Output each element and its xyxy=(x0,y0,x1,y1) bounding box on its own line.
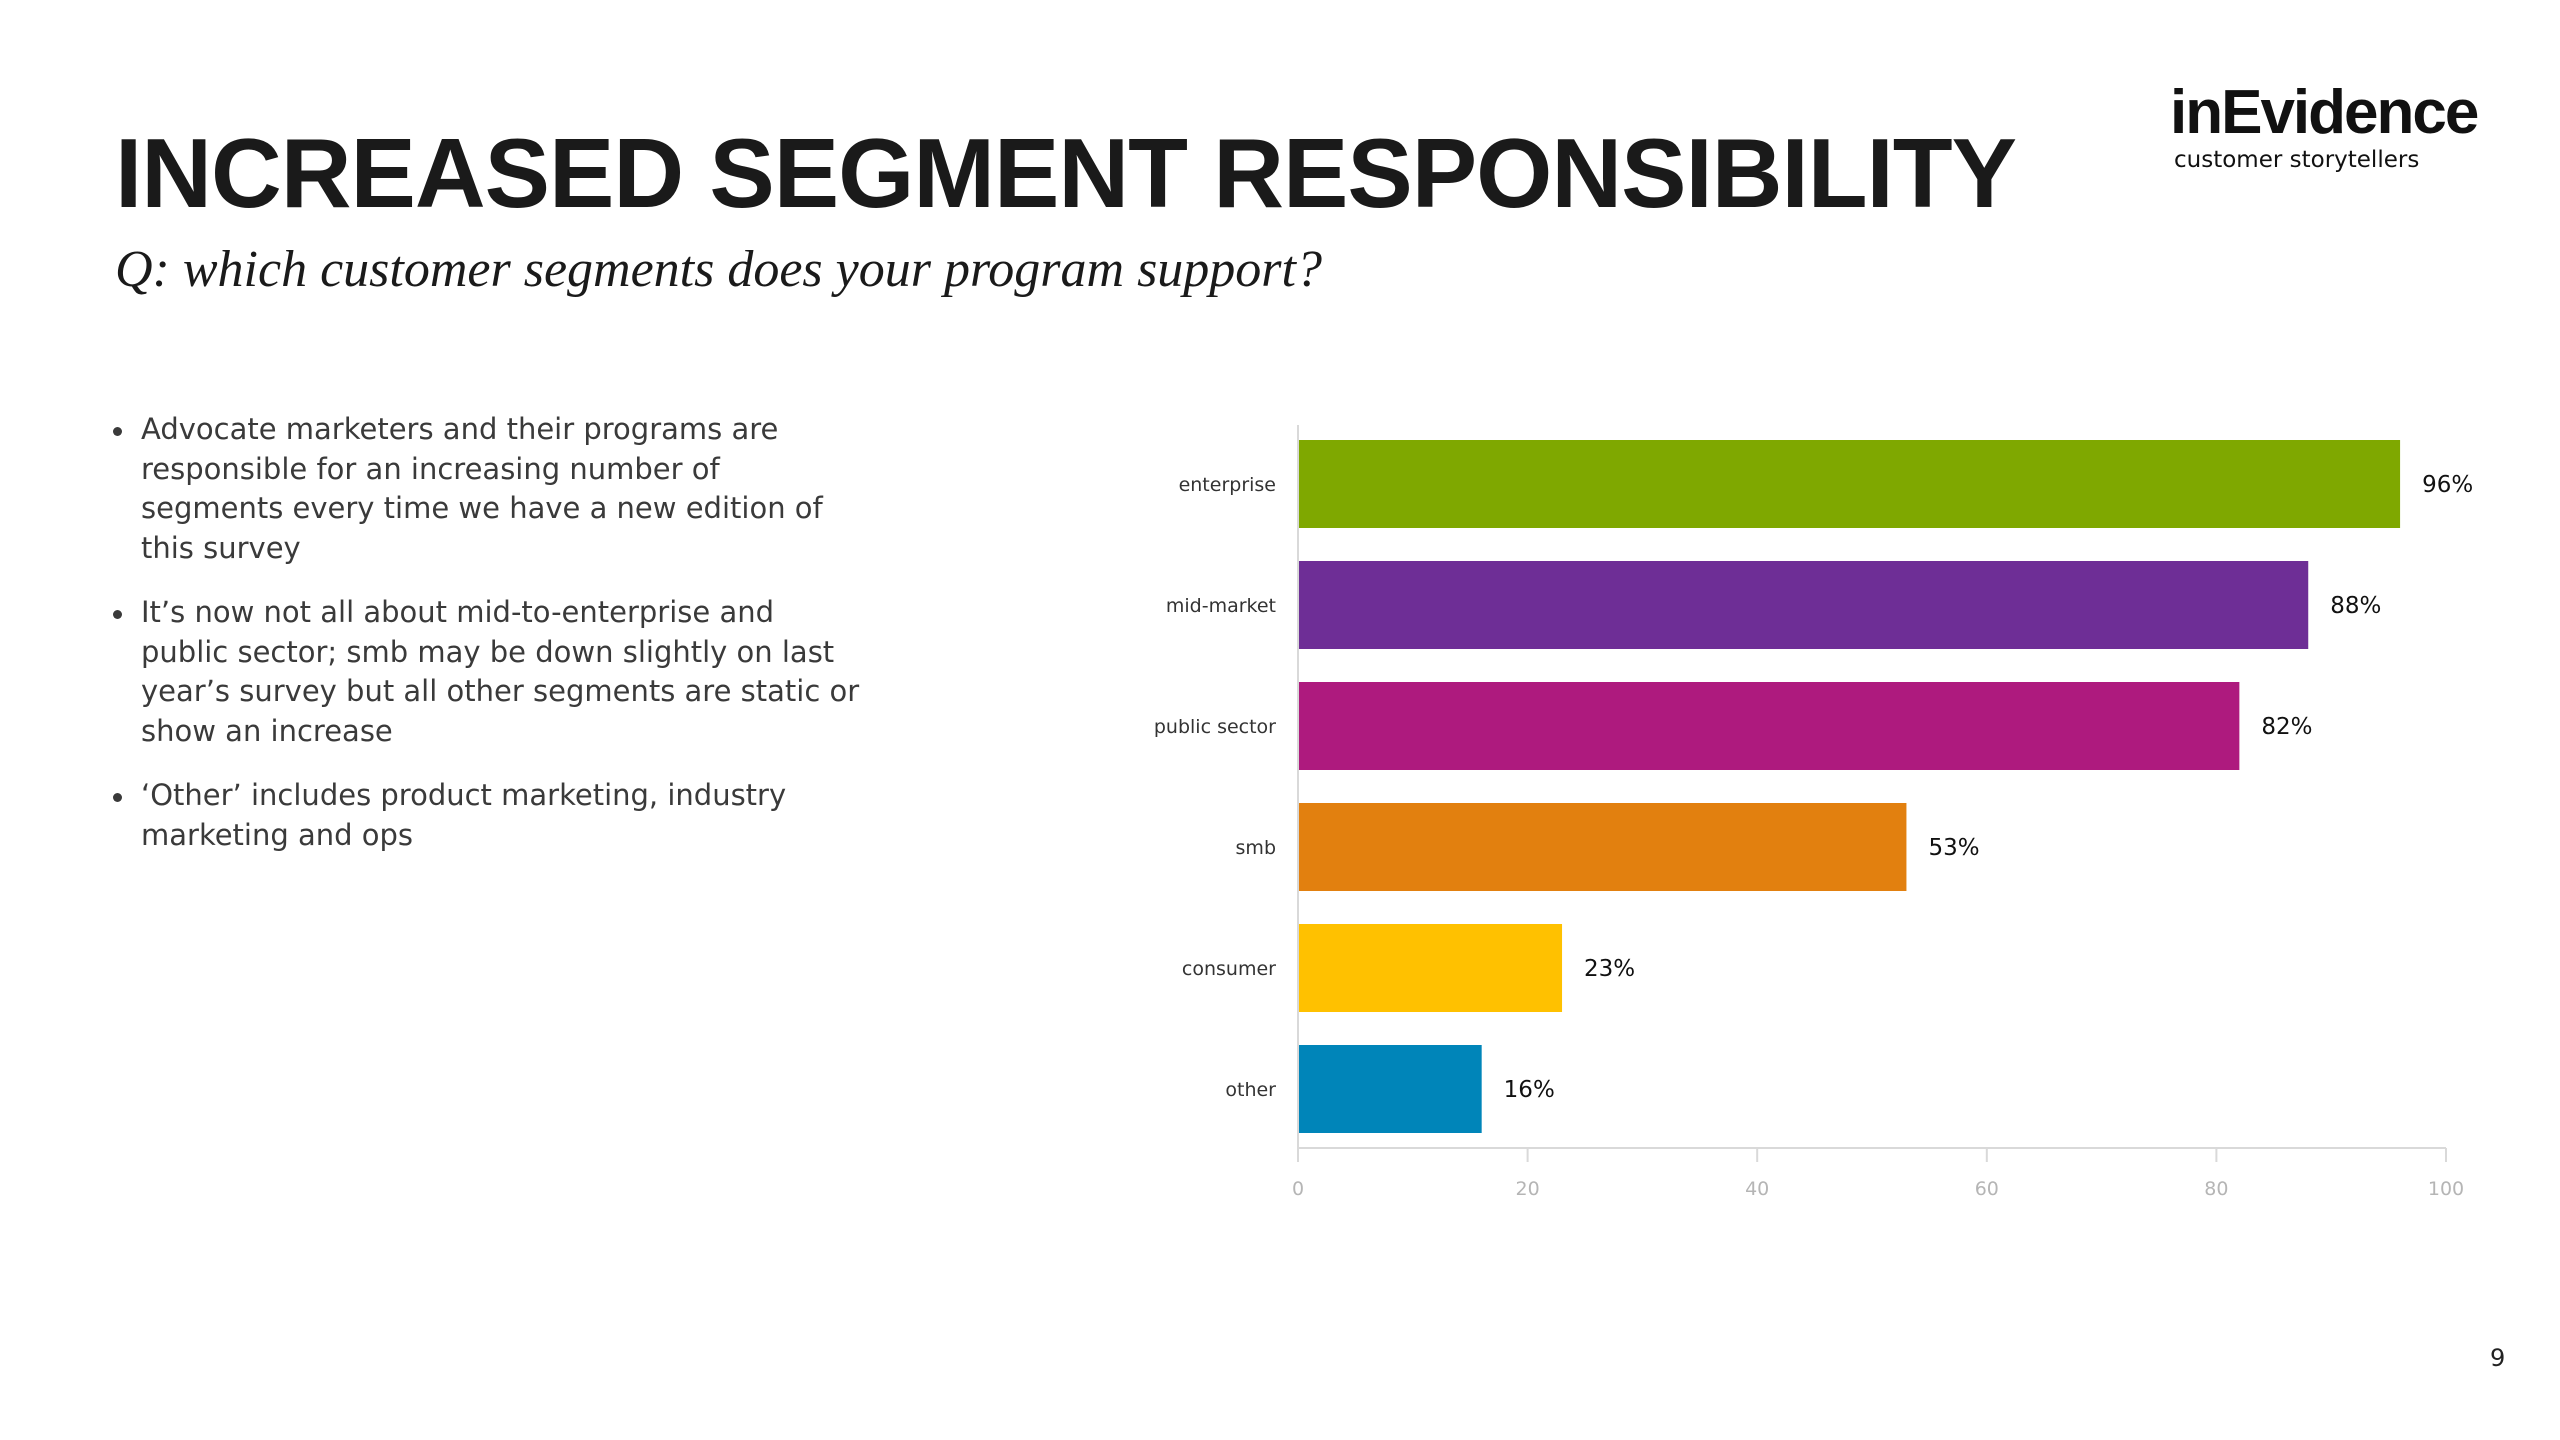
category-label: mid-market xyxy=(1166,595,1276,617)
category-label: public sector xyxy=(1154,716,1276,738)
data-label: 96% xyxy=(2422,472,2473,498)
data-label: 23% xyxy=(1584,956,1635,982)
x-tick-label: 60 xyxy=(1975,1178,1999,1200)
x-tick-label: 80 xyxy=(2204,1178,2228,1200)
logo-name: inEvidence xyxy=(2170,78,2479,147)
bar-mid-market xyxy=(1299,561,2309,649)
bar-other xyxy=(1299,1045,1482,1133)
bar-enterprise xyxy=(1299,440,2401,528)
page-number: 9 xyxy=(2490,1344,2506,1372)
bullet-dot-icon xyxy=(113,427,122,436)
data-label: 16% xyxy=(1504,1077,1555,1103)
category-label: enterprise xyxy=(1179,474,1276,496)
x-tick-label: 20 xyxy=(1516,1178,1540,1200)
bullet-item: ‘Other’ includes product marketing, indu… xyxy=(108,776,868,855)
bullet-dot-icon xyxy=(113,610,122,619)
bar-smb xyxy=(1299,803,1907,891)
bullet-dot-icon xyxy=(113,793,122,802)
category-label: consumer xyxy=(1182,958,1276,980)
bullet-text: Advocate marketers and their programs ar… xyxy=(141,412,823,565)
category-label: other xyxy=(1225,1079,1276,1101)
data-label: 82% xyxy=(2261,714,2312,740)
bullet-list: Advocate marketers and their programs ar… xyxy=(108,410,868,880)
x-tick-label: 0 xyxy=(1292,1178,1304,1200)
x-tick-label: 40 xyxy=(1745,1178,1769,1200)
bullet-item: It’s now not all about mid-to-enterprise… xyxy=(108,593,868,751)
logo-tagline: customer storytellers xyxy=(2174,147,2420,173)
brand-logo: inEvidence customer storytellers xyxy=(2170,78,2479,174)
bar-consumer xyxy=(1299,924,1563,1012)
bar-public-sector xyxy=(1299,682,2240,770)
x-tick-label: 100 xyxy=(2428,1178,2464,1200)
category-label: smb xyxy=(1236,837,1276,859)
data-label: 88% xyxy=(2330,593,2381,619)
data-label: 53% xyxy=(1928,835,1979,861)
slide-subtitle: Q: which customer segments does your pro… xyxy=(115,241,1322,298)
bullet-item: Advocate marketers and their programs ar… xyxy=(108,410,868,568)
bullet-text: It’s now not all about mid-to-enterprise… xyxy=(141,595,860,748)
slide-title: INCREASED SEGMENT RESPONSIBILITY xyxy=(115,118,2017,228)
bullet-text: ‘Other’ includes product marketing, indu… xyxy=(141,778,787,852)
